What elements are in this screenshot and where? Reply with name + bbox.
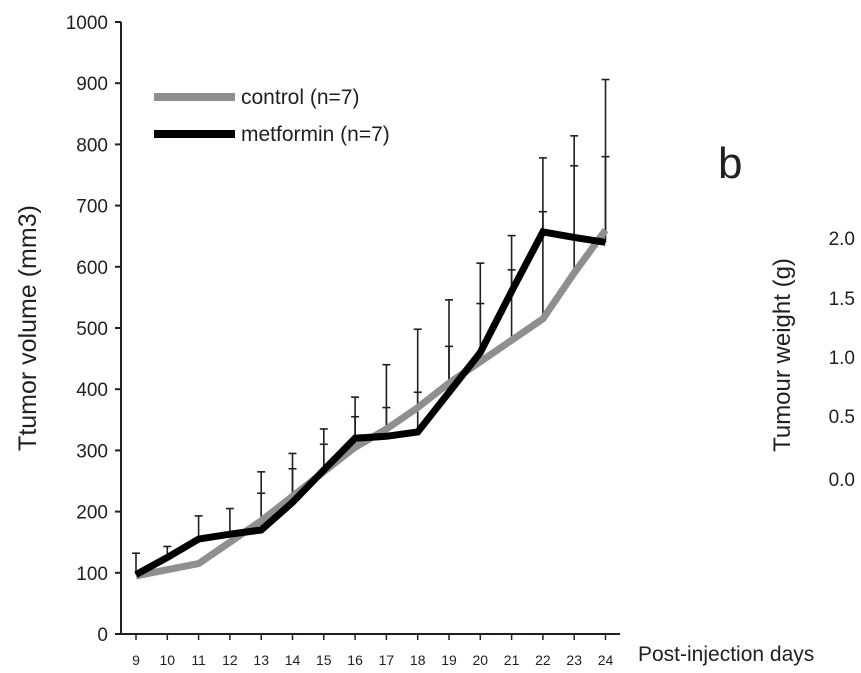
- x-tick-label: 21: [504, 652, 520, 668]
- legend-label: control (n=7): [241, 86, 359, 109]
- x-tick-label: 10: [160, 652, 176, 668]
- y-tick-label: 100: [76, 564, 108, 585]
- panel-b-y-tick-label: 2.0: [829, 229, 855, 250]
- panel-b-y-ticks: 2.0 1.5 1.0 0.5 0.0: [829, 229, 855, 491]
- x-tick-label: 24: [598, 652, 614, 668]
- panel-b-y-axis-title: Tumour weight (g): [769, 258, 796, 452]
- panel-b-y-tick-label: 1.5: [829, 289, 855, 310]
- panel-b-y-tick-label: 0.0: [829, 470, 855, 491]
- y-axis-title: Ttumor volume (mm3): [14, 205, 42, 451]
- x-tick-label: 13: [253, 652, 269, 668]
- y-tick-label: 1000: [66, 13, 108, 34]
- x-tick-label: 11: [191, 652, 206, 668]
- y-tick-label: 700: [76, 197, 108, 218]
- x-tick-label: 9: [132, 652, 140, 668]
- x-ticks: 9 10 11 12 13 14 15 16 17 18 19 20 21 22 23 24: [132, 634, 613, 668]
- y-ticks: 0 100 200 300 400 500 600 700 800 900 1000: [66, 13, 121, 646]
- error-bars: [132, 78, 610, 575]
- y-tick-label: 500: [76, 319, 108, 340]
- series-line-control: [135, 228, 609, 580]
- legend-label: metformin (n=7): [241, 123, 390, 146]
- y-tick-label: 200: [76, 503, 108, 524]
- y-tick-label: 600: [76, 258, 108, 279]
- x-tick-label: 19: [441, 652, 457, 668]
- y-tick-label: 0: [97, 625, 108, 646]
- panel-b-y-tick-label: 0.5: [829, 407, 855, 428]
- x-tick-label: 18: [410, 652, 426, 668]
- panel-b-label: b: [718, 139, 742, 188]
- x-tick-label: 14: [285, 652, 301, 668]
- x-tick-label: 15: [316, 652, 332, 668]
- x-tick-label: 16: [347, 652, 363, 668]
- x-tick-label: 23: [566, 652, 582, 668]
- x-tick-label: 20: [473, 652, 489, 668]
- y-tick-label: 300: [76, 441, 108, 462]
- series-line-metformin: [134, 228, 607, 578]
- x-tick-label: 17: [379, 652, 395, 668]
- x-tick-label: 12: [222, 652, 238, 668]
- y-tick-label: 900: [76, 74, 108, 95]
- y-tick-label: 400: [76, 380, 108, 401]
- legend: control (n=7) metformin (n=7): [154, 86, 390, 146]
- x-tick-label: 22: [535, 652, 551, 668]
- series-lines: [134, 228, 609, 580]
- x-axis-title: Post-injection days: [638, 643, 814, 666]
- panel-b-y-tick-label: 1.0: [829, 348, 855, 369]
- y-tick-label: 800: [76, 135, 108, 156]
